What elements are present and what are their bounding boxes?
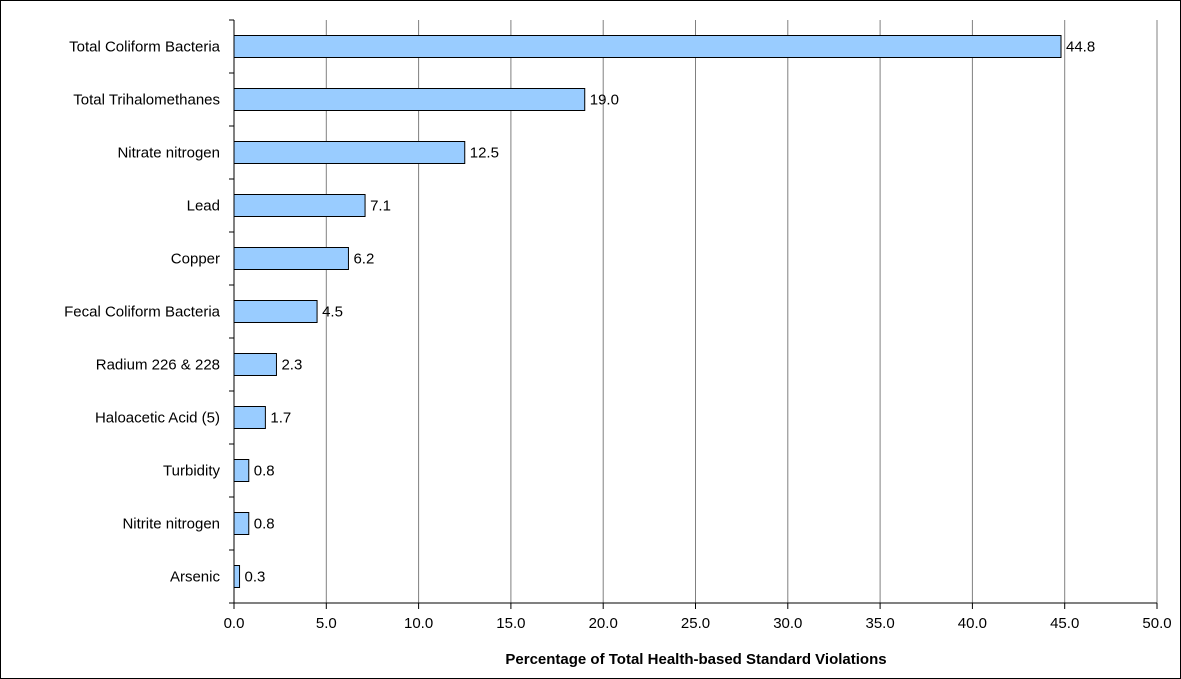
data-label: 0.3 (245, 569, 266, 586)
bar (233, 88, 586, 111)
x-tick-label: 15.0 (496, 615, 525, 632)
category-label: Turbidity (163, 463, 220, 480)
data-label: 44.8 (1066, 39, 1095, 56)
data-label: 6.2 (353, 251, 374, 268)
category-label: Haloacetic Acid (5) (95, 410, 220, 427)
data-label: 4.5 (322, 304, 343, 321)
x-axis-title: Percentage of Total Health-based Standar… (505, 651, 886, 668)
bar (233, 141, 466, 164)
bar (233, 459, 250, 482)
data-label: 7.1 (370, 198, 391, 215)
bar (233, 512, 250, 535)
bar (233, 353, 277, 376)
x-tick-label: 25.0 (681, 615, 710, 632)
category-label: Total Coliform Bacteria (69, 39, 221, 56)
bar (233, 194, 366, 217)
category-label: Arsenic (170, 569, 221, 586)
data-label: 2.3 (281, 357, 302, 374)
bar (233, 565, 241, 588)
data-label: 12.5 (470, 145, 499, 162)
x-tick-label: 50.0 (1142, 615, 1171, 632)
data-label: 19.0 (590, 92, 619, 109)
data-label: 0.8 (254, 463, 275, 480)
x-tick-label: 5.0 (316, 615, 337, 632)
bar (233, 300, 318, 323)
category-label: Nitrate nitrogen (117, 145, 220, 162)
category-label: Nitrite nitrogen (122, 516, 220, 533)
bar (233, 247, 349, 270)
category-label: Lead (187, 198, 220, 215)
bars (233, 35, 1062, 588)
data-label: 1.7 (270, 410, 291, 427)
axes (229, 19, 1158, 609)
category-label: Fecal Coliform Bacteria (64, 304, 221, 321)
category-labels: Total Coliform Bacteria Total Trihalometh… (64, 39, 221, 586)
x-tick-label: 45.0 (1050, 615, 1079, 632)
x-tick-label: 40.0 (958, 615, 987, 632)
data-labels: 44.8 19.0 12.5 7.1 6.2 4.5 2.3 1.7 0.8 0.8 0.3 (245, 39, 1096, 586)
data-label: 0.8 (254, 516, 275, 533)
x-tick-label: 20.0 (589, 615, 618, 632)
x-tick-label: 30.0 (773, 615, 802, 632)
category-label: Copper (171, 251, 220, 268)
x-tick-label: 0.0 (224, 615, 245, 632)
bar (233, 406, 266, 429)
bar (233, 35, 1062, 58)
category-label: Radium 226 & 228 (96, 357, 220, 374)
x-tick-label: 10.0 (404, 615, 433, 632)
x-tick-label: 35.0 (865, 615, 894, 632)
category-label: Total Trihalomethanes (73, 92, 220, 109)
gridlines (325, 20, 1158, 603)
x-tick-labels: 0.0 5.0 10.0 15.0 20.0 25.0 30.0 35.0 40.0 45.0 50… (224, 615, 1172, 632)
